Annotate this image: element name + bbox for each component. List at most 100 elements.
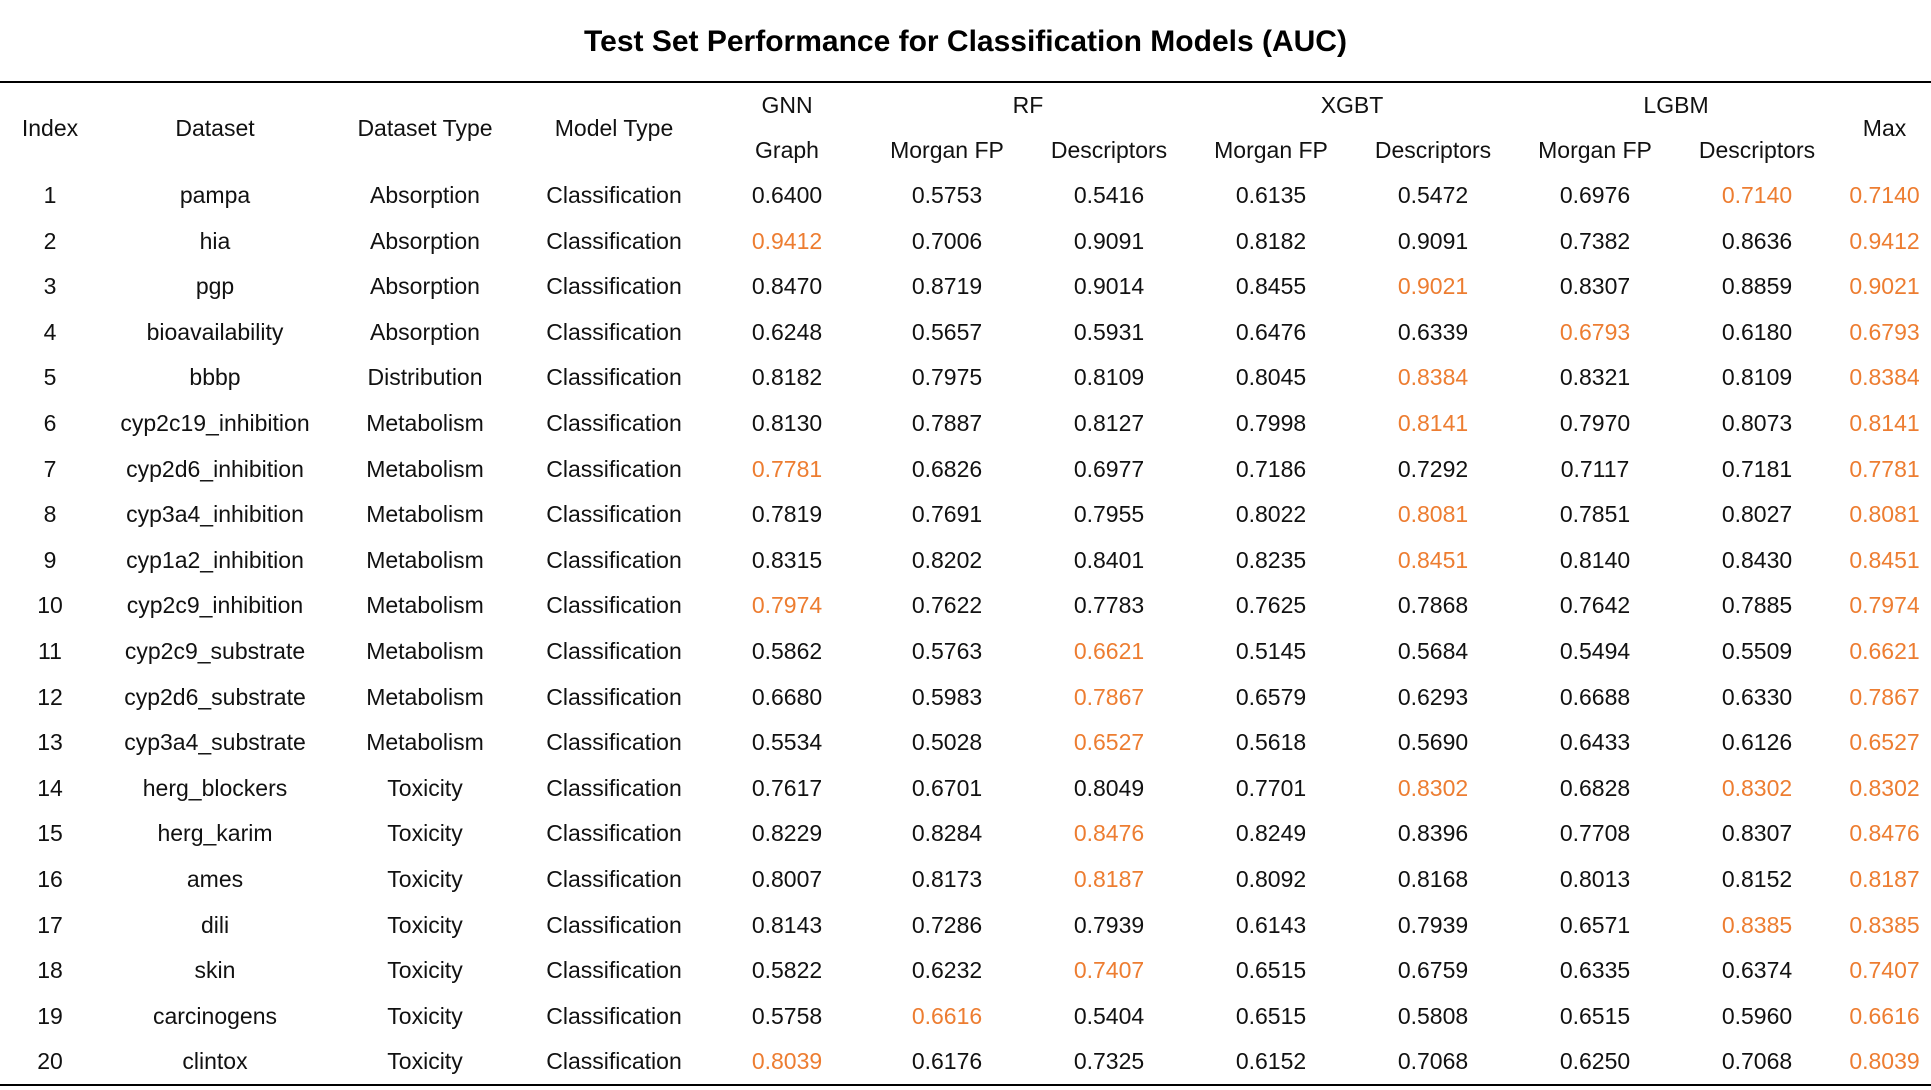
cell-index: 16 [37,865,63,892]
subheader-rf-descriptors: Descriptors [1050,137,1168,163]
cell-lgbm-descriptors: 0.6330 [1721,683,1793,710]
cell-xgbt-descriptors: 0.6339 [1397,318,1469,345]
cell-dataset-type: Absorption [370,273,480,300]
cell-max: 0.8451 [1849,546,1920,573]
cell-rf-descriptors: 0.7955 [1073,501,1145,528]
cell-lgbm-descriptors: 0.8152 [1721,865,1793,892]
cell-rf-morgan-fp: 0.7691 [911,501,983,528]
cell-rf-morgan-fp: 0.5763 [911,637,983,664]
cell-rf-descriptors: 0.6527 [1073,729,1145,756]
cell-dataset: clintox [182,1048,248,1075]
subheader-rf-morgan-fp: Morgan FP [890,137,1004,163]
cell-index: 11 [38,637,62,664]
cell-xgbt-descriptors: 0.6759 [1397,957,1469,984]
cell-model-type: Classification [546,455,682,482]
cell-rf-morgan-fp: 0.6616 [911,1002,983,1029]
cell-gnn-graph: 0.8315 [751,546,823,573]
cell-max: 0.7140 [1849,182,1920,208]
cell-model-type: Classification [546,364,682,391]
cell-dataset-type: Toxicity [387,820,463,847]
table-row: 6 cyp2c19_inhibition Metabolism Classificat… [0,401,1931,447]
cell-dataset-type: Absorption [370,227,480,254]
cell-lgbm-morgan-fp: 0.6335 [1559,957,1631,984]
cell-model-type: Classification [546,546,682,573]
cell-gnn-graph: 0.8007 [751,865,823,892]
table-row: 4 bioavailability Absorption Classification… [0,310,1931,356]
cell-rf-descriptors: 0.7325 [1073,1048,1145,1075]
subheader-xgbt-descriptors: Descriptors [1374,137,1492,163]
cell-lgbm-descriptors: 0.8636 [1721,227,1793,254]
bottom-rule [0,1084,1931,1086]
cell-max: 0.9412 [1849,227,1920,254]
subheader-lgbm-descriptors: Descriptors [1698,137,1816,163]
cell-rf-descriptors: 0.7939 [1073,911,1145,938]
cell-xgbt-morgan-fp: 0.8022 [1235,501,1307,528]
cell-rf-morgan-fp: 0.8202 [911,546,983,573]
cell-gnn-graph: 0.9412 [751,227,823,254]
table-row: 17 dili Toxicity Classification 0.8143 0.7286… [0,903,1931,949]
cell-model-type: Classification [546,501,682,528]
table-row: 3 pgp Absorption Classification 0.8470 0.8719… [0,264,1931,310]
cell-rf-descriptors: 0.8127 [1073,409,1145,436]
cell-rf-descriptors: 0.7783 [1073,592,1145,619]
cell-dataset-type: Metabolism [366,592,484,619]
cell-xgbt-descriptors: 0.5684 [1397,637,1469,664]
cell-max: 0.8384 [1849,364,1920,391]
cell-lgbm-descriptors: 0.7140 [1721,182,1793,208]
cell-xgbt-morgan-fp: 0.6579 [1235,683,1307,710]
table-row: 15 herg_karim Toxicity Classification 0.8229… [0,811,1931,857]
cell-rf-morgan-fp: 0.5657 [911,318,983,345]
cell-rf-descriptors: 0.8109 [1073,364,1145,391]
cell-dataset: cyp2c9_substrate [124,637,306,664]
cell-dataset-type: Toxicity [387,957,463,984]
cell-xgbt-morgan-fp: 0.8235 [1235,546,1307,573]
subheader-lgbm-morgan-fp: Morgan FP [1538,137,1652,163]
cell-lgbm-morgan-fp: 0.7382 [1559,227,1631,254]
cell-rf-descriptors: 0.5416 [1073,182,1145,208]
cell-max: 0.8039 [1849,1048,1920,1075]
cell-model-type: Classification [546,957,682,984]
cell-index: 6 [43,409,57,436]
cell-dataset-type: Distribution [367,364,483,391]
cell-dataset-type: Toxicity [387,1002,463,1029]
cell-lgbm-descriptors: 0.8302 [1721,774,1793,801]
table-row: 2 hia Absorption Classification 0.9412 0.7006… [0,219,1931,265]
cell-rf-morgan-fp: 0.8284 [911,820,983,847]
cell-rf-descriptors: 0.8401 [1073,546,1145,573]
cell-rf-descriptors: 0.8187 [1073,865,1145,892]
cell-rf-morgan-fp: 0.8173 [911,865,983,892]
cell-lgbm-morgan-fp: 0.6515 [1559,1002,1631,1029]
cell-index: 10 [37,592,63,619]
cell-dataset: cyp2d6_substrate [124,683,306,710]
cell-dataset: herg_blockers [142,774,288,801]
cell-dataset: dili [200,911,230,938]
cell-dataset: cyp2c9_inhibition [126,592,304,619]
header-index: Index [21,114,79,141]
cell-index: 4 [43,318,57,345]
cell-rf-descriptors: 0.5404 [1073,1002,1145,1029]
cell-lgbm-descriptors: 0.8859 [1721,273,1793,300]
cell-model-type: Classification [546,227,682,254]
cell-dataset: skin [194,957,236,984]
cell-xgbt-descriptors: 0.6293 [1397,683,1469,710]
cell-xgbt-morgan-fp: 0.7625 [1235,592,1307,619]
cell-lgbm-descriptors: 0.5960 [1721,1002,1793,1029]
cell-model-type: Classification [546,318,682,345]
cell-xgbt-morgan-fp: 0.5618 [1235,729,1307,756]
cell-index: 7 [43,455,57,482]
cell-model-type: Classification [546,774,682,801]
table-row: 19 carcinogens Toxicity Classification 0.575… [0,994,1931,1040]
cell-lgbm-morgan-fp: 0.8013 [1559,865,1631,892]
cell-index: 2 [43,227,57,254]
cell-xgbt-morgan-fp: 0.8182 [1235,227,1307,254]
table-body: 1 pampa Absorption Classification 0.6400 0.57… [0,173,1931,1085]
cell-gnn-graph: 0.6680 [751,683,823,710]
cell-dataset-type: Toxicity [387,911,463,938]
cell-lgbm-descriptors: 0.8027 [1721,501,1793,528]
cell-lgbm-descriptors: 0.5509 [1721,637,1793,664]
table-row: 13 cyp3a4_substrate Metabolism Classificati… [0,720,1931,766]
cell-lgbm-descriptors: 0.8385 [1721,911,1793,938]
cell-gnn-graph: 0.8182 [751,364,823,391]
table-row: 11 cyp2c9_substrate Metabolism Classificati… [0,629,1931,675]
cell-max: 0.9021 [1849,273,1920,300]
